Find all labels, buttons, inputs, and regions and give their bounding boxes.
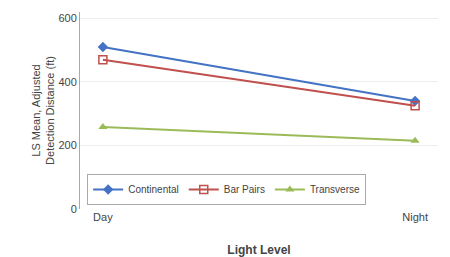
svg-text:Light Level: Light Level — [227, 243, 290, 257]
svg-text:200: 200 — [58, 139, 76, 151]
svg-text:400: 400 — [58, 76, 76, 88]
svg-text:Continental: Continental — [128, 184, 179, 195]
svg-text:Night: Night — [402, 211, 428, 223]
svg-text:0: 0 — [71, 203, 77, 215]
svg-text:Day: Day — [93, 211, 113, 223]
svg-text:Transverse: Transverse — [310, 184, 360, 195]
svg-text:LS Mean, AdjustedDetection Dis: LS Mean, AdjustedDetection Distance (ft) — [30, 56, 56, 165]
svg-text:Bar Pairs: Bar Pairs — [224, 184, 265, 195]
svg-text:600: 600 — [58, 12, 76, 24]
